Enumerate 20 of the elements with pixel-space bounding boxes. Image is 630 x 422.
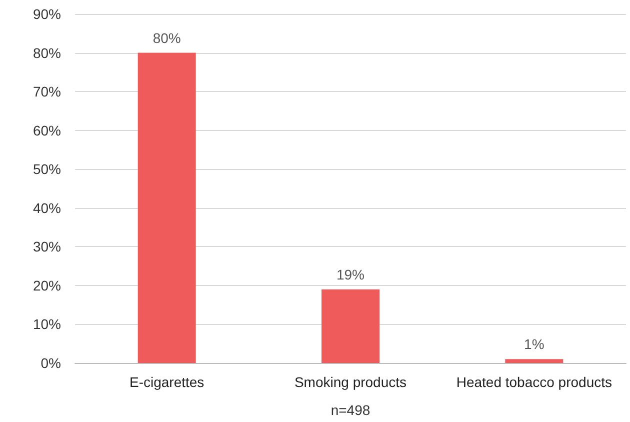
y-tick-label: 10%	[32, 316, 61, 332]
bar	[322, 289, 380, 363]
x-tick-label: Smoking products	[294, 374, 407, 390]
x-tick-label: E-cigarettes	[129, 374, 204, 390]
x-axis-title: n=498	[330, 402, 370, 418]
y-tick-label: 80%	[32, 44, 61, 61]
y-tick-label: 60%	[32, 122, 61, 138]
bar	[138, 52, 196, 363]
y-tick-label: 40%	[32, 200, 61, 216]
bar	[505, 359, 564, 363]
x-tick-label: Heated tobacco products	[456, 374, 612, 390]
y-tick-label: 90%	[32, 6, 61, 22]
y-tick-label: 20%	[32, 277, 61, 294]
data-label: 1%	[524, 336, 544, 352]
y-tick-label: 50%	[32, 161, 61, 178]
y-tick-label: 70%	[32, 84, 61, 100]
data-label: 19%	[336, 266, 365, 282]
y-tick-label: 0%	[40, 355, 61, 371]
y-tick-label: 30%	[32, 238, 61, 255]
data-label: 80%	[152, 30, 181, 46]
